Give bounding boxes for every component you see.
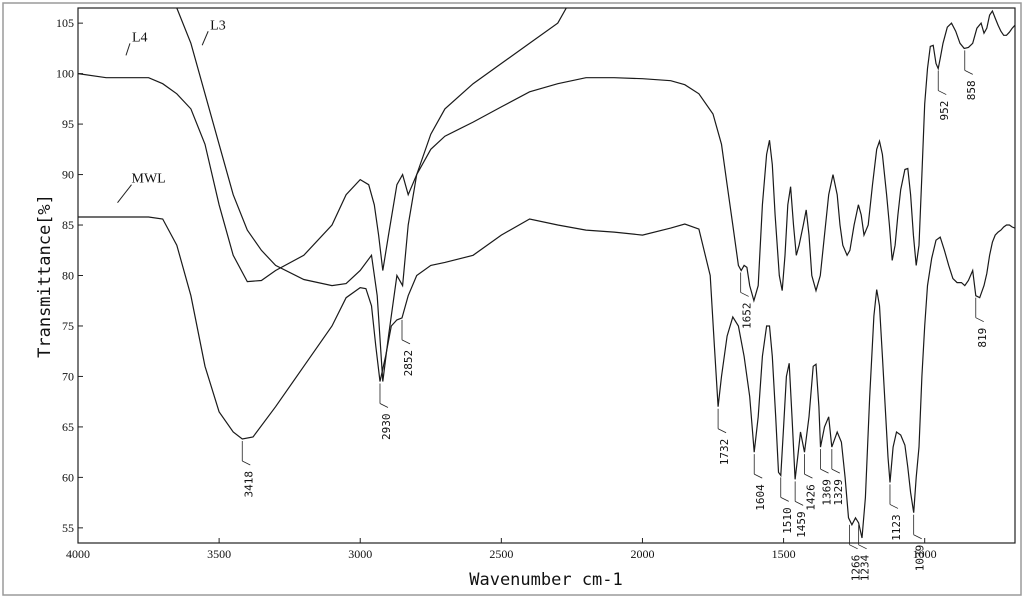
peak-leader-tail <box>717 428 727 434</box>
peak-label: 819 <box>976 328 989 348</box>
peak-leader-tail <box>858 544 867 550</box>
x-tick-label: 4000 <box>66 547 90 561</box>
peak-leader-tail <box>975 317 984 323</box>
y-tick-label: 95 <box>62 117 74 131</box>
peak-label: 858 <box>965 80 978 100</box>
peak-leader-tail <box>401 339 411 345</box>
spectra-series <box>78 8 1015 539</box>
peak-label: 1123 <box>890 514 903 541</box>
peak-leader-tail <box>964 70 973 75</box>
peak-leader-tail <box>754 473 763 479</box>
y-tick-label: 100 <box>56 67 74 81</box>
peak-label: 952 <box>938 101 951 121</box>
y-axis-ticks: 55 60 65 70 75 80 85 90 95 100 105 <box>56 16 83 535</box>
series-label-leader <box>117 184 132 204</box>
series-line-mwl <box>78 216 1015 539</box>
peak-label: 1039 <box>914 545 927 572</box>
peak-label: 3418 <box>242 471 255 498</box>
peak-leader-tail <box>849 544 858 550</box>
peak-label: 2930 <box>380 414 393 441</box>
peak-label: 1652 <box>741 303 754 330</box>
series-label-l4: L4 <box>132 30 148 45</box>
peak-leader-tail <box>379 403 389 408</box>
peak-label: 1459 <box>795 511 808 538</box>
peak-leader-tail <box>794 501 804 506</box>
y-tick-label: 55 <box>62 521 74 535</box>
peak-leader-tail <box>913 534 922 540</box>
y-axis-title: Transmittance[%] <box>35 194 55 358</box>
series-label-leader <box>201 31 209 46</box>
y-tick-label: 80 <box>62 269 74 283</box>
y-tick-label: 70 <box>62 369 74 383</box>
peak-leader-tail <box>831 468 841 474</box>
x-axis-title: Wavenumber cm-1 <box>469 570 623 590</box>
peak-label: 1234 <box>859 554 872 581</box>
peak-leader-tail <box>889 504 899 509</box>
peak-label: 1604 <box>754 484 767 511</box>
plot-frame <box>77 7 1016 544</box>
peak-leader-tail <box>242 460 251 466</box>
series-line-l3 <box>176 8 567 382</box>
y-tick-label: 75 <box>62 319 74 333</box>
y-tick-label: 85 <box>62 218 74 232</box>
peak-label: 1329 <box>832 479 845 506</box>
series-labels: L3 L4 MWL <box>117 18 226 204</box>
peak-leader-tail <box>740 292 749 297</box>
x-tick-label: 1000 <box>913 547 937 561</box>
peak-leader-tail <box>804 473 813 479</box>
y-tick-label: 60 <box>62 470 74 484</box>
peak-label: 1732 <box>718 439 731 466</box>
peak-leader-tail <box>820 468 829 474</box>
series-label-l3: L3 <box>210 18 226 33</box>
peak-leader-tail <box>938 90 947 95</box>
series-label-mwl: MWL <box>132 172 166 187</box>
peak-label: 1510 <box>781 507 794 534</box>
peak-label: 1426 <box>805 484 818 511</box>
x-tick-label: 1500 <box>772 547 796 561</box>
x-tick-label: 2500 <box>489 547 513 561</box>
peak-leader-tail <box>780 497 789 502</box>
x-tick-label: 3000 <box>348 547 372 561</box>
y-tick-label: 90 <box>62 168 74 182</box>
peak-label: 2852 <box>402 350 415 377</box>
series-label-leader <box>125 43 131 56</box>
peak-label: 1369 <box>821 479 834 506</box>
series-line-l4 <box>78 9 1015 303</box>
x-tick-label: 2000 <box>630 547 654 561</box>
x-tick-label: 3500 <box>207 547 231 561</box>
y-tick-label: 65 <box>62 420 74 434</box>
peak-label: 1266 <box>850 555 863 582</box>
y-tick-label: 105 <box>56 16 74 30</box>
x-axis-ticks: 4000 3500 3000 2500 2000 1500 1000 <box>66 538 937 561</box>
